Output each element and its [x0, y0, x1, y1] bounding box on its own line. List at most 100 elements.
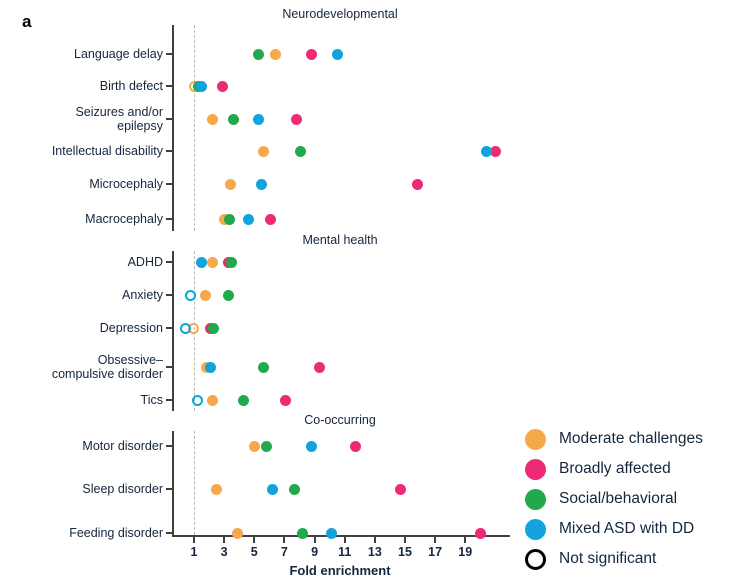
panel-title-mental-health: Mental health	[302, 233, 378, 247]
circle-filled-icon	[525, 488, 546, 510]
data-point-mixed-asd-with-dd	[306, 440, 318, 452]
data-point-mixed-asd-with-dd	[185, 289, 197, 301]
data-point-social-behavioral	[226, 256, 238, 268]
y-axis-label-adhd: ADHD	[127, 255, 163, 269]
legend-item-mixed-asd-with-dd[interactable]: Mixed ASD with DD	[525, 514, 703, 544]
legend-item-label: Not significant	[559, 550, 657, 567]
x-axis-tick	[223, 537, 226, 543]
y-axis-label-seizures-and-or-epilepsy: Seizures and/or epilepsy	[75, 105, 163, 133]
x-axis-tick	[343, 537, 346, 543]
data-point-moderate-challenges	[206, 113, 218, 125]
legend-item-label: Mixed ASD with DD	[559, 520, 695, 537]
data-point-mixed-asd-with-dd	[205, 361, 217, 373]
y-axis-label-microcephaly: Microcephaly	[89, 177, 163, 191]
x-axis-tick-label: 13	[367, 545, 382, 559]
x-axis-title: Fold enrichment	[289, 563, 391, 578]
data-point-broadly-affected	[279, 394, 291, 406]
x-axis-tick	[464, 537, 467, 543]
data-point-social-behavioral	[252, 48, 264, 60]
data-point-moderate-challenges	[206, 394, 218, 406]
x-axis-tick-label: 5	[250, 545, 258, 559]
data-point-mixed-asd-with-dd	[242, 213, 254, 225]
data-point-moderate-challenges	[206, 256, 218, 268]
y-axis-label-motor-disorder: Motor disorder	[82, 439, 163, 453]
data-point-social-behavioral	[228, 113, 240, 125]
y-axis-tick	[166, 85, 172, 87]
circle-filled-icon	[525, 518, 546, 540]
data-point-mixed-asd-with-dd	[196, 256, 208, 268]
panel-title-neurodevelopmental: Neurodevelopmental	[282, 7, 398, 21]
y-axis-label-anxiety: Anxiety	[122, 288, 163, 302]
data-point-mixed-asd-with-dd	[480, 145, 492, 157]
data-point-social-behavioral	[260, 440, 272, 452]
legend-item-broadly-affected[interactable]: Broadly affected	[525, 454, 703, 484]
y-axis-tick	[166, 261, 172, 263]
data-point-mixed-asd-with-dd	[196, 80, 208, 92]
y-axis-label-obsessive-compulsive-disorder: Obsessive– compulsive disorder	[51, 353, 163, 381]
x-axis-spine	[172, 535, 510, 537]
data-point-social-behavioral	[238, 394, 250, 406]
data-point-social-behavioral	[257, 361, 269, 373]
x-axis-tick-label: 17	[428, 545, 443, 559]
reference-line-fold-enrichment-1	[194, 431, 195, 535]
y-axis-tick	[166, 532, 172, 534]
legend-item-label: Moderate challenges	[559, 430, 703, 447]
x-axis-tick-label: 3	[220, 545, 228, 559]
data-point-mixed-asd-with-dd	[255, 178, 267, 190]
legend-item-not-significant[interactable]: Not significant	[525, 544, 703, 574]
y-axis-tick	[166, 183, 172, 185]
data-point-social-behavioral	[208, 322, 220, 334]
y-axis-spine	[172, 25, 174, 231]
x-axis-tick	[283, 537, 286, 543]
x-axis-tick	[193, 537, 195, 543]
data-point-broadly-affected	[265, 213, 277, 225]
data-point-moderate-challenges	[199, 289, 211, 301]
y-axis-label-language-delay: Language delay	[74, 47, 163, 61]
legend-item-label: Social/behavioral	[559, 490, 678, 507]
y-axis-label-depression: Depression	[99, 321, 163, 335]
x-axis-tick	[434, 537, 437, 543]
legend-item-label: Broadly affected	[559, 460, 671, 477]
legend-item-moderate-challenges[interactable]: Moderate challenges	[525, 424, 703, 454]
data-point-broadly-affected	[349, 440, 361, 452]
circle-open-icon	[525, 548, 546, 570]
data-point-social-behavioral	[289, 483, 301, 495]
data-point-broadly-affected	[290, 113, 302, 125]
data-point-moderate-challenges	[232, 527, 244, 539]
data-point-broadly-affected	[489, 145, 501, 157]
y-axis-label-macrocephaly: Macrocephaly	[85, 212, 163, 226]
data-point-social-behavioral	[295, 145, 307, 157]
circle-filled-icon	[525, 458, 546, 480]
x-axis-tick-label: 9	[311, 545, 319, 559]
y-axis-tick	[166, 399, 172, 401]
data-point-social-behavioral	[223, 213, 235, 225]
y-axis-tick	[166, 488, 172, 490]
y-axis-label-birth-defect: Birth defect	[99, 79, 163, 93]
data-point-broadly-affected	[474, 527, 486, 539]
data-point-mixed-asd-with-dd	[192, 394, 204, 406]
data-point-mixed-asd-with-dd	[252, 113, 264, 125]
x-axis-tick	[373, 537, 376, 543]
data-point-moderate-challenges	[211, 483, 223, 495]
data-point-broadly-affected	[411, 178, 423, 190]
legend: Moderate challenges Broadly affected Socia…	[525, 424, 703, 574]
data-point-moderate-challenges	[225, 178, 237, 190]
x-axis-tick	[313, 537, 316, 543]
data-point-mixed-asd-with-dd	[266, 483, 278, 495]
data-point-moderate-challenges	[248, 440, 260, 452]
reference-line-fold-enrichment-1	[194, 25, 195, 231]
y-axis-tick	[166, 218, 172, 220]
y-axis-label-intellectual-disability: Intellectual disability	[51, 144, 163, 158]
data-point-broadly-affected	[306, 48, 318, 60]
y-axis-label-tics: Tics	[140, 393, 163, 407]
x-axis-tick	[253, 537, 256, 543]
legend-item-social-behavioral[interactable]: Social/behavioral	[525, 484, 703, 514]
y-axis-spine	[172, 431, 174, 535]
y-axis-tick	[166, 445, 172, 447]
data-point-moderate-challenges	[257, 145, 269, 157]
y-axis-label-feeding-disorder: Feeding disorder	[69, 526, 163, 540]
data-point-moderate-challenges	[269, 48, 281, 60]
data-point-mixed-asd-with-dd	[325, 527, 337, 539]
x-axis-tick-label: 11	[338, 545, 352, 559]
